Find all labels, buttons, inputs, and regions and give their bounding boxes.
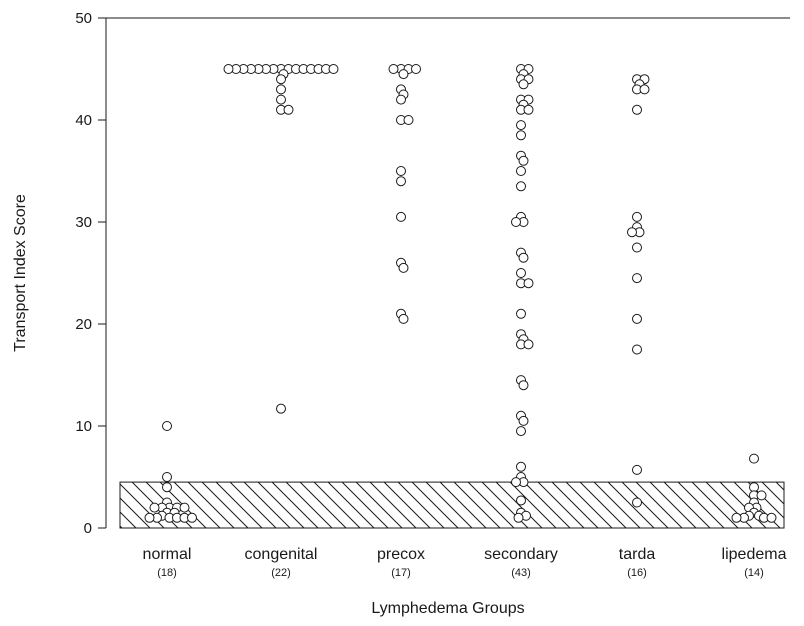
- data-point: [632, 464, 642, 475]
- data-point: [632, 313, 642, 324]
- data-point: [523, 339, 534, 350]
- data-point: [749, 482, 759, 493]
- data-point: [403, 115, 414, 125]
- category-label: tarda: [619, 546, 656, 563]
- axes-layer: [105, 17, 790, 528]
- data-point: [513, 512, 524, 523]
- data-point: [276, 94, 286, 105]
- category-label: congenital: [245, 546, 318, 563]
- category-count: (22): [271, 567, 291, 579]
- data-point: [518, 380, 529, 391]
- data-point: [632, 273, 642, 284]
- data-point: [516, 120, 526, 131]
- data-point: [396, 94, 406, 105]
- data-point: [632, 344, 642, 355]
- y-tick-label: 20: [75, 316, 92, 333]
- data-point: [411, 64, 421, 74]
- data-point: [396, 166, 406, 176]
- data-point: [516, 181, 526, 192]
- category-label: precox: [377, 546, 425, 563]
- data-point: [756, 490, 767, 501]
- data-point: [518, 252, 529, 263]
- data-point: [627, 227, 637, 238]
- data-point: [516, 461, 526, 472]
- data-point: [518, 415, 529, 426]
- data-point: [398, 262, 409, 273]
- data-point: [144, 512, 155, 523]
- data-point: [632, 104, 642, 115]
- category-label: lipedema: [722, 546, 787, 563]
- y-tick-label: 30: [75, 214, 92, 231]
- data-point: [276, 74, 286, 85]
- category-count: (18): [157, 567, 177, 579]
- data-point: [749, 453, 759, 464]
- data-point: [276, 84, 286, 95]
- y-tick-label: 50: [75, 10, 92, 27]
- data-point: [276, 403, 286, 414]
- x-axis-title: Lymphedema Groups: [371, 600, 524, 617]
- reference-band: [119, 481, 785, 529]
- x-labels-layer: normal (18) congenital (22) precox (17) second…: [143, 546, 787, 579]
- data-point: [162, 472, 172, 482]
- data-point: [516, 495, 526, 506]
- y-axis-title: Transport Index Score: [12, 194, 29, 352]
- y-tick-label: 10: [75, 418, 92, 435]
- category-count: (16): [627, 567, 647, 579]
- data-point: [639, 84, 650, 95]
- y-tick-label: 0: [84, 520, 92, 537]
- data-point: [179, 502, 190, 513]
- y-ticks-layer: 0 10 20 30 40 50: [75, 10, 106, 537]
- data-point: [516, 130, 526, 141]
- data-point: [523, 278, 534, 289]
- data-point: [396, 176, 406, 187]
- data-point: [187, 512, 197, 523]
- data-point: [149, 502, 160, 513]
- data-point: [731, 512, 742, 523]
- data-point: [766, 512, 777, 523]
- data-point: [516, 308, 526, 319]
- data-point: [516, 426, 526, 437]
- data-point: [398, 69, 409, 80]
- data-point: [632, 497, 642, 508]
- category-count: (43): [511, 567, 531, 579]
- data-point: [632, 211, 642, 222]
- data-point: [632, 242, 642, 253]
- data-point: [523, 104, 534, 115]
- data-point: [398, 313, 409, 324]
- data-point: [516, 268, 526, 278]
- data-point: [162, 421, 172, 431]
- data-points-layer: [144, 64, 777, 523]
- data-point: [511, 477, 521, 488]
- category-count: (17): [391, 567, 411, 579]
- data-point: [388, 64, 399, 74]
- category-label: normal: [143, 546, 192, 563]
- data-point: [516, 166, 526, 176]
- data-point: [283, 104, 294, 115]
- category-count: (14): [744, 567, 764, 579]
- data-point: [396, 211, 406, 222]
- data-point: [162, 482, 172, 493]
- category-label: secondary: [484, 546, 558, 563]
- data-point: [511, 217, 521, 227]
- y-tick-label: 40: [75, 112, 92, 129]
- data-point: [518, 155, 529, 166]
- reference-band-layer: [119, 481, 785, 529]
- data-point: [223, 64, 234, 74]
- data-point: [328, 64, 339, 74]
- data-point: [518, 79, 529, 90]
